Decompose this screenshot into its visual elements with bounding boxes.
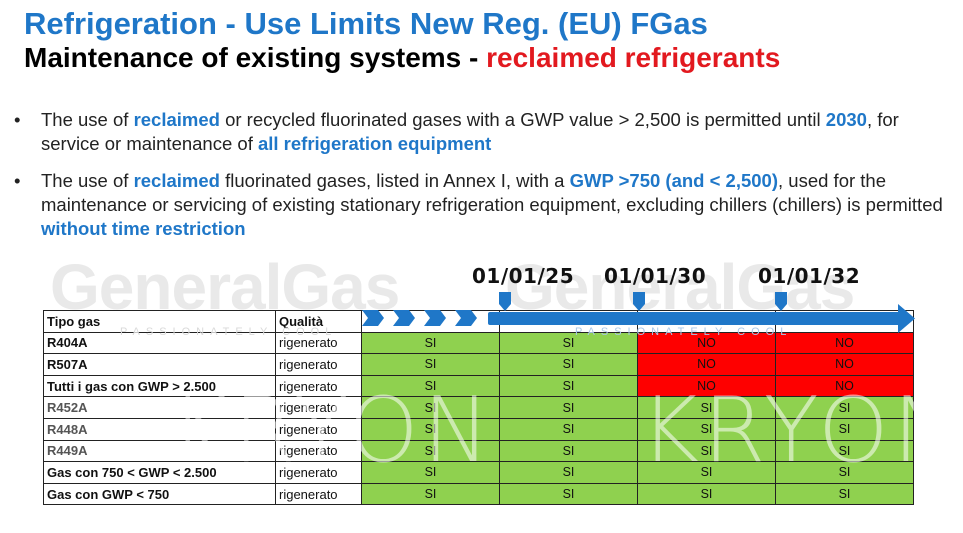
bullet-item: • The use of reclaimed fluorinated gases… — [14, 169, 949, 241]
cell-quality: rigenerato — [275, 482, 362, 506]
cell-2030: SI — [637, 417, 776, 441]
cell-2025: SI — [361, 482, 500, 506]
cell-gas-type: R452A — [43, 396, 276, 419]
cell-2025-2030: SI — [499, 331, 638, 355]
bullet-dot: • — [14, 170, 21, 191]
cell-2025: SI — [361, 353, 500, 376]
cell-2025-2030: SI — [499, 439, 638, 463]
kryon-tagline-left: Refrigerant Solutions — [185, 505, 410, 532]
cell-2030: SI — [637, 482, 776, 506]
timeline-bar — [488, 312, 900, 325]
cell-2025-2030: SI — [499, 461, 638, 484]
cell-gas-type: R507A — [43, 353, 276, 376]
bullet-text: fluorinated gases, listed in Annex I, wi… — [219, 170, 570, 191]
cell-quality: rigenerato — [275, 374, 362, 398]
bullet-highlight: all refrigeration equipment — [257, 133, 492, 154]
cell-2030: SI — [637, 439, 776, 463]
bullet-item: • The use of reclaimed or recycled fluor… — [14, 108, 949, 156]
timeline-arrow — [362, 292, 915, 333]
table-row: Gas con GWP < 750 rigenerato SI SI SI SI — [43, 482, 914, 506]
cell-2030: NO — [637, 374, 776, 398]
bullet-text: The use of — [41, 170, 134, 191]
page-subtitle: Maintenance of existing systems - reclai… — [24, 42, 780, 74]
cell-2032: SI — [775, 461, 914, 484]
bullet-highlight: without time restriction — [41, 218, 246, 239]
cell-2025: SI — [361, 417, 500, 441]
table-row: R452A rigenerato SI SI SI SI — [43, 396, 914, 419]
cell-2025: SI — [361, 374, 500, 398]
cell-2032: SI — [775, 439, 914, 463]
cell-2032: SI — [775, 396, 914, 419]
table-row: Gas con 750 < GWP < 2.500 rigenerato SI … — [43, 461, 914, 484]
cell-2032: NO — [775, 353, 914, 376]
timeline-date-2030: 01/01/30 — [604, 264, 707, 288]
bullet-text: , for service or maintenance of — [41, 109, 899, 154]
chevron-icon — [393, 310, 415, 326]
chevron-icon — [362, 310, 384, 326]
table-row: R404A rigenerato SI SI NO NO — [43, 331, 914, 355]
cell-2030: NO — [637, 331, 776, 355]
chevron-icon — [424, 310, 446, 326]
bullet-text: or recycled fluorinated gases with a GWP… — [219, 109, 826, 130]
generalgas-tagline-right: PASSIONATELY COOL — [575, 326, 793, 338]
timeline-arrowhead — [898, 304, 915, 333]
chevron-icon — [455, 310, 477, 326]
cell-2025-2030: SI — [499, 396, 638, 419]
bullet-text: , used for the maintenance or servicing … — [41, 170, 943, 215]
table-row: R507A rigenerato SI SI NO NO — [43, 353, 914, 376]
timeline-marker-2032 — [775, 292, 787, 311]
refrigerant-table: Tipo gas Qualità R404A rigenerato SI SI … — [43, 310, 914, 506]
table-row: Tutti i gas con GWP > 2.500 rigenerato S… — [43, 374, 914, 398]
kryon-watermark-right: KRYON — [640, 378, 963, 483]
cell-2030: SI — [637, 396, 776, 419]
bullet-dot: • — [14, 109, 21, 130]
cell-2025: SI — [361, 331, 500, 355]
kryon-tagline-right: Refrigerant Solutions — [640, 505, 865, 532]
cell-2032: NO — [775, 331, 914, 355]
generalgas-tagline-left: PASSIONATELY COOL — [120, 326, 338, 338]
subtitle-prefix: Maintenance of existing systems - — [24, 42, 487, 73]
cell-gas-type: Gas con GWP < 750 — [43, 482, 276, 506]
subtitle-highlight: reclaimed refrigerants — [486, 42, 781, 73]
timeline-marker-2025 — [499, 292, 511, 311]
cell-2032: SI — [775, 482, 914, 506]
bullet-highlight: reclaimed — [133, 109, 220, 130]
page-title: Refrigeration - Use Limits New Reg. (EU)… — [24, 6, 708, 41]
cell-2025-2030: SI — [499, 417, 638, 441]
bullet-highlight: GWP >750 (and < 2,500) — [569, 170, 779, 191]
cell-quality: rigenerato — [275, 353, 362, 376]
cell-2025-2030: SI — [499, 482, 638, 506]
bullet-text: The use of — [41, 109, 134, 130]
cell-2030: NO — [637, 353, 776, 376]
cell-gas-type: R449A — [43, 439, 276, 463]
cell-2025-2030: SI — [499, 374, 638, 398]
kryon-watermark-left: KRYON — [170, 378, 495, 483]
bullet-list: • The use of reclaimed or recycled fluor… — [14, 108, 949, 254]
cell-2025: SI — [361, 439, 500, 463]
bullet-highlight: 2030 — [825, 109, 867, 130]
timeline-marker-2030 — [633, 292, 645, 311]
cell-2025-2030: SI — [499, 353, 638, 376]
cell-2032: NO — [775, 374, 914, 398]
timeline-date-2025: 01/01/25 — [472, 264, 575, 288]
timeline-date-2032: 01/01/32 — [758, 264, 861, 288]
cell-quality: rigenerato — [275, 331, 362, 355]
bullet-highlight: reclaimed — [133, 170, 220, 191]
